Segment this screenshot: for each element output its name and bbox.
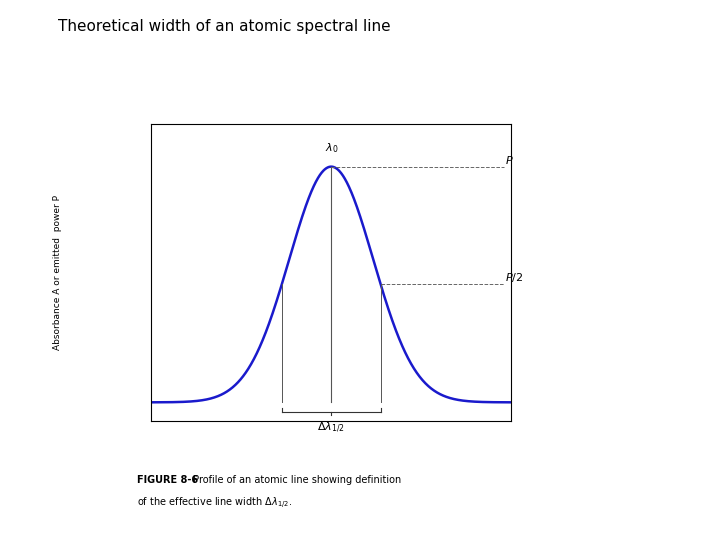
- Text: Theoretical width of an atomic spectral line: Theoretical width of an atomic spectral …: [58, 19, 390, 34]
- Text: of the effective line width $\Delta\lambda_{1/2}$.: of the effective line width $\Delta\lamb…: [137, 496, 292, 511]
- Text: $\Delta\lambda_{1/2}$: $\Delta\lambda_{1/2}$: [318, 421, 345, 435]
- Text: $P/2$: $P/2$: [505, 271, 523, 284]
- Text: $P$: $P$: [505, 153, 514, 166]
- Text: FIGURE 8-6: FIGURE 8-6: [137, 475, 198, 485]
- Text: Absorbance A or emitted  power P: Absorbance A or emitted power P: [53, 195, 62, 350]
- Text: $\lambda_0$: $\lambda_0$: [325, 141, 338, 155]
- Text: Profile of an atomic line showing definition: Profile of an atomic line showing defini…: [190, 475, 401, 485]
